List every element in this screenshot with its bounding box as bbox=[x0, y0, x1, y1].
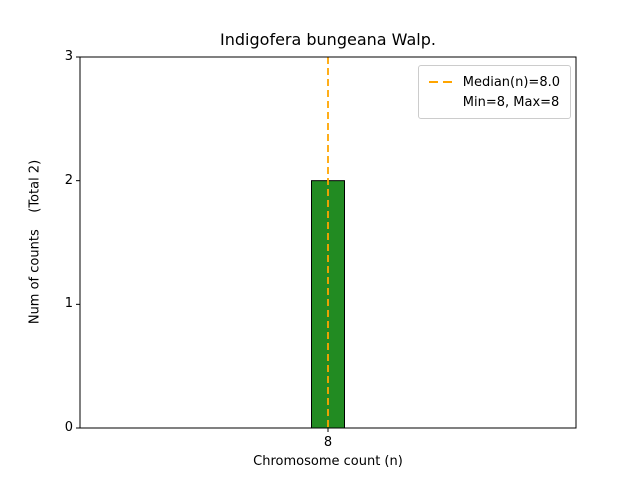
chart-title: Indigofera bungeana Walp. bbox=[220, 30, 436, 49]
y-tick-label-1: 1 bbox=[64, 296, 73, 312]
legend: Median(n)=8.0 Min=8, Max=8 bbox=[417, 65, 571, 119]
x-tick-label-8: 8 bbox=[323, 435, 333, 450]
y-tick-label-2: 2 bbox=[64, 172, 73, 188]
x-axis-label: Chromosome count (n) bbox=[253, 454, 403, 469]
legend-label-median: Median(n)=8.0 bbox=[462, 74, 560, 90]
median-line-legend-sample bbox=[428, 81, 455, 83]
legend-row-minmax: Min=8, Max=8 bbox=[429, 92, 560, 112]
legend-row-median: Median(n)=8.0 bbox=[428, 72, 560, 92]
y-tick-label-0: 0 bbox=[64, 420, 73, 435]
y-tick-label-3: 3 bbox=[64, 49, 73, 64]
legend-label-minmax: Min=8, Max=8 bbox=[462, 94, 560, 110]
